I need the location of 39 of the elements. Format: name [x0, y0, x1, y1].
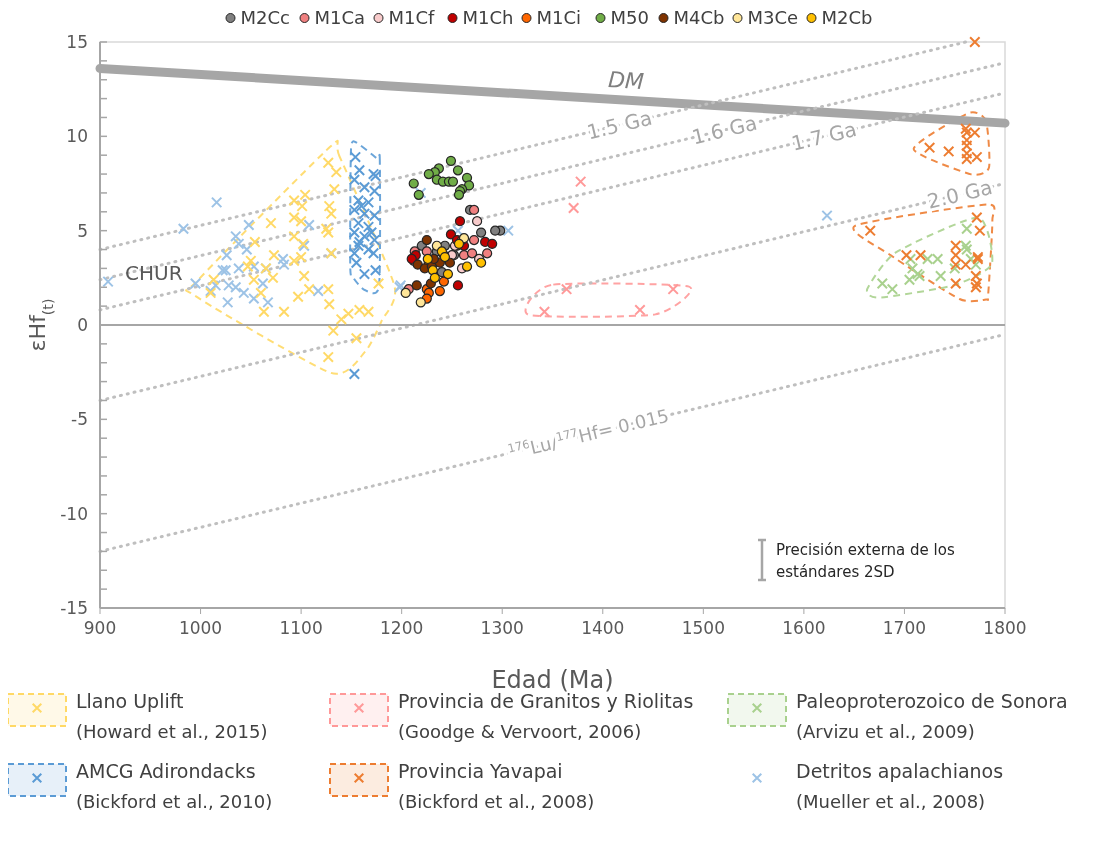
legend-label: M3Ce — [747, 7, 799, 29]
legend-label: M1Ci — [536, 7, 582, 29]
y-tick-label: -5 — [71, 409, 88, 430]
legend-label: M1Ca — [314, 7, 366, 29]
legend-label: M2Cc — [240, 7, 290, 29]
x-tick-label: 1400 — [581, 618, 625, 638]
y-tick-label: 15 — [66, 31, 88, 52]
y-tick-label: -15 — [60, 597, 88, 618]
y-tick-label: -10 — [60, 503, 88, 524]
text: 2.0 Ga — [924, 174, 995, 214]
legend-label: Provincia Yavapai (Bickford et al., 2008) — [398, 760, 595, 812]
legend-label: Paleoproterozoico de Sonora (Arvizu et al., 2009) — [796, 690, 1068, 742]
text: 1.6 Ga — [689, 110, 760, 150]
x-tick-label: 1000 — [178, 618, 223, 638]
ref-line-label: CHUR — [125, 261, 183, 285]
legend-label: Llano Uplift (Howard et al., 2015) — [76, 690, 268, 742]
x-tick-label: 1200 — [380, 618, 424, 638]
x-tick-label: 1100 — [279, 618, 323, 638]
legend-label: M1Ch — [462, 7, 514, 29]
y-tick-label: 10 — [66, 126, 88, 147]
x-axis-title: Edad (Ma) — [491, 666, 614, 694]
legend-label: M1Cf — [388, 7, 436, 29]
legend-label: M2Cb — [821, 7, 873, 29]
legend-label: AMCG Adirondacks (Bickford et al., 2010) — [76, 760, 273, 812]
x-tick-label: 1600 — [782, 618, 826, 638]
text: 1.7 Ga — [789, 116, 859, 156]
x-tick-label: 1300 — [480, 618, 524, 638]
x-tick-label: 1800 — [983, 618, 1027, 638]
x-tick-label: 1700 — [882, 618, 927, 638]
legend-label: M50 — [610, 7, 649, 29]
series-label: DM — [607, 67, 645, 95]
y-tick-label: 5 — [77, 220, 88, 241]
x-tick-label: 1500 — [681, 618, 725, 638]
legend-label: Detritos apalachianos (Mueller et al., 2008) — [796, 760, 1004, 812]
annotation: Precisión externa de los estándares 2SD — [776, 541, 955, 581]
text: 1.5 Ga — [584, 105, 655, 145]
y-tick-label: 0 — [77, 314, 88, 335]
x-tick-label: 900 — [83, 618, 117, 638]
legend-label: M4Cb — [673, 7, 725, 29]
